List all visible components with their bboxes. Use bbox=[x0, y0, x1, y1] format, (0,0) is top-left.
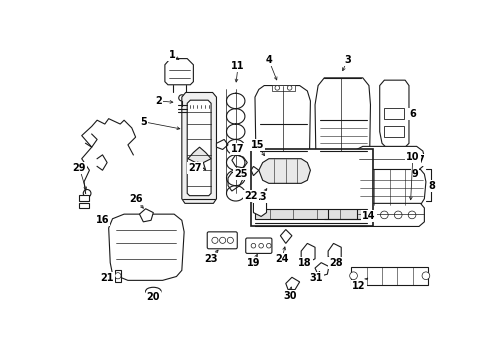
Text: 18: 18 bbox=[298, 258, 312, 267]
Text: 23: 23 bbox=[204, 254, 218, 264]
Text: 20: 20 bbox=[147, 292, 160, 302]
Bar bbox=[351, 266, 428, 285]
Circle shape bbox=[381, 211, 388, 219]
Circle shape bbox=[277, 176, 282, 180]
Circle shape bbox=[268, 176, 273, 180]
Polygon shape bbox=[188, 147, 211, 170]
Bar bbox=[251, 149, 373, 226]
Bar bbox=[384, 108, 404, 119]
Circle shape bbox=[115, 273, 121, 279]
Circle shape bbox=[212, 237, 218, 243]
Polygon shape bbox=[380, 80, 409, 147]
Polygon shape bbox=[255, 86, 311, 201]
Circle shape bbox=[275, 86, 280, 90]
Text: 17: 17 bbox=[231, 144, 245, 154]
Text: 13: 13 bbox=[254, 192, 268, 202]
Polygon shape bbox=[228, 172, 244, 191]
Text: 5: 5 bbox=[140, 117, 147, 127]
Polygon shape bbox=[264, 201, 301, 213]
Polygon shape bbox=[355, 147, 424, 170]
Circle shape bbox=[422, 272, 430, 280]
Polygon shape bbox=[182, 93, 217, 203]
Circle shape bbox=[350, 272, 357, 280]
Circle shape bbox=[287, 86, 292, 90]
Polygon shape bbox=[251, 166, 259, 176]
Polygon shape bbox=[187, 100, 211, 195]
Polygon shape bbox=[253, 195, 267, 216]
Circle shape bbox=[277, 164, 282, 169]
Polygon shape bbox=[232, 155, 247, 168]
Text: 3: 3 bbox=[344, 55, 351, 65]
Text: 9: 9 bbox=[412, 169, 418, 179]
Circle shape bbox=[83, 189, 91, 197]
Polygon shape bbox=[259, 159, 311, 183]
Text: 6: 6 bbox=[410, 109, 416, 119]
Text: 4: 4 bbox=[266, 55, 272, 65]
Text: 21: 21 bbox=[100, 273, 114, 283]
Bar bbox=[272, 85, 295, 91]
Text: 1: 1 bbox=[169, 50, 175, 60]
Polygon shape bbox=[357, 203, 424, 226]
Text: 29: 29 bbox=[73, 163, 86, 173]
Polygon shape bbox=[280, 230, 292, 243]
Polygon shape bbox=[315, 263, 329, 276]
Text: 31: 31 bbox=[310, 273, 323, 283]
Polygon shape bbox=[115, 270, 121, 282]
Polygon shape bbox=[301, 243, 315, 263]
Circle shape bbox=[408, 211, 416, 219]
Text: 19: 19 bbox=[246, 258, 260, 267]
Bar bbox=[79, 203, 89, 208]
Text: 24: 24 bbox=[275, 254, 289, 264]
Polygon shape bbox=[315, 78, 370, 209]
Bar bbox=[263, 155, 305, 193]
Polygon shape bbox=[109, 214, 184, 280]
Circle shape bbox=[227, 237, 233, 243]
Circle shape bbox=[259, 243, 264, 248]
Circle shape bbox=[267, 243, 271, 248]
Polygon shape bbox=[140, 209, 153, 222]
Polygon shape bbox=[328, 243, 341, 262]
Text: 26: 26 bbox=[129, 194, 143, 204]
Bar bbox=[384, 126, 404, 137]
Circle shape bbox=[220, 237, 226, 243]
Circle shape bbox=[394, 211, 402, 219]
Text: 8: 8 bbox=[429, 181, 436, 191]
Text: 10: 10 bbox=[406, 152, 419, 162]
Text: 12: 12 bbox=[352, 281, 366, 291]
Bar bbox=[79, 195, 89, 201]
Text: 27: 27 bbox=[188, 163, 202, 173]
Polygon shape bbox=[388, 147, 401, 153]
Polygon shape bbox=[255, 209, 367, 219]
Text: 7: 7 bbox=[417, 155, 424, 165]
Circle shape bbox=[179, 95, 185, 101]
Text: 2: 2 bbox=[155, 96, 162, 106]
Polygon shape bbox=[286, 277, 300, 289]
Text: 30: 30 bbox=[283, 291, 296, 301]
FancyBboxPatch shape bbox=[207, 232, 237, 249]
Ellipse shape bbox=[146, 287, 161, 295]
Polygon shape bbox=[165, 59, 194, 85]
Text: 28: 28 bbox=[329, 258, 343, 267]
FancyBboxPatch shape bbox=[245, 238, 272, 253]
Text: 22: 22 bbox=[245, 191, 258, 201]
Circle shape bbox=[367, 211, 374, 219]
Text: 16: 16 bbox=[96, 215, 109, 225]
Polygon shape bbox=[217, 139, 228, 149]
Circle shape bbox=[268, 164, 273, 169]
Polygon shape bbox=[355, 170, 426, 205]
Text: 11: 11 bbox=[231, 61, 245, 71]
Text: 15: 15 bbox=[250, 140, 264, 150]
Text: 25: 25 bbox=[234, 169, 248, 179]
Circle shape bbox=[251, 243, 256, 248]
Text: 14: 14 bbox=[362, 211, 376, 221]
